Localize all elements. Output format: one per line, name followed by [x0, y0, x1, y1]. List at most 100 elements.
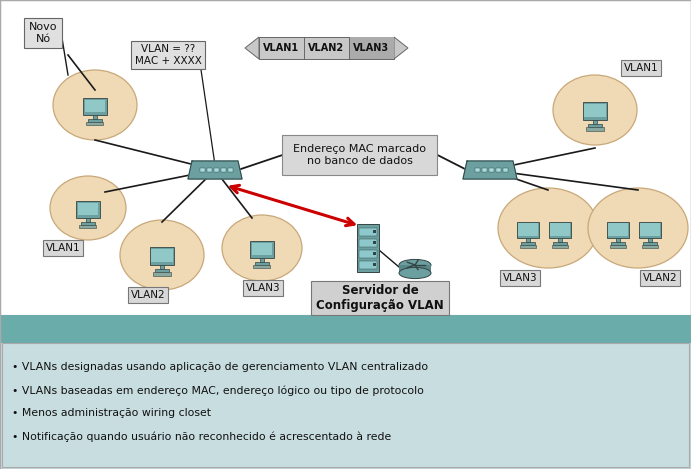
Bar	[642, 244, 659, 248]
Bar	[85, 100, 105, 113]
Bar	[0, 0, 691, 315]
Bar	[496, 168, 501, 172]
Bar	[221, 168, 226, 172]
Text: VLAN2: VLAN2	[643, 273, 677, 283]
Text: VLAN3: VLAN3	[353, 43, 389, 53]
Bar	[609, 244, 626, 248]
Bar	[150, 248, 174, 265]
Bar	[558, 238, 562, 242]
Bar	[586, 127, 604, 130]
Bar	[608, 223, 628, 235]
Bar	[228, 168, 233, 172]
Bar	[76, 201, 100, 218]
Polygon shape	[463, 161, 517, 179]
Text: • Menos administração wiring closet: • Menos administração wiring closet	[12, 408, 211, 418]
Bar	[503, 168, 508, 172]
Bar	[359, 250, 377, 258]
Text: VLAN1: VLAN1	[624, 63, 659, 73]
Bar	[155, 269, 169, 272]
Bar	[151, 249, 173, 262]
Bar	[200, 168, 205, 172]
Text: • VLANs designadas usando aplicação de gerenciamento VLAN centralizado: • VLANs designadas usando aplicação de g…	[12, 362, 428, 372]
Bar	[518, 223, 538, 235]
Ellipse shape	[53, 70, 137, 140]
Bar	[359, 228, 377, 236]
Bar	[552, 244, 568, 248]
Bar	[550, 223, 570, 235]
Bar	[638, 221, 661, 238]
Ellipse shape	[498, 188, 598, 268]
Bar	[83, 98, 107, 115]
Bar	[549, 221, 571, 238]
Ellipse shape	[553, 75, 637, 145]
Text: VLAN3: VLAN3	[246, 283, 281, 293]
Bar	[594, 120, 597, 124]
Text: VLAN3: VLAN3	[502, 273, 538, 283]
Bar	[516, 221, 540, 238]
Bar	[522, 242, 535, 244]
Polygon shape	[188, 161, 242, 179]
Bar	[252, 242, 272, 256]
Bar	[373, 241, 376, 244]
Text: Servidor de
Configuração VLAN: Servidor de Configuração VLAN	[316, 284, 444, 312]
Bar	[160, 265, 164, 269]
Text: VLAN2: VLAN2	[131, 290, 165, 300]
Bar	[475, 168, 480, 172]
Bar	[553, 242, 567, 244]
Bar	[311, 281, 449, 315]
Bar	[520, 244, 536, 248]
Bar	[583, 102, 607, 120]
Ellipse shape	[588, 188, 688, 268]
Ellipse shape	[120, 220, 204, 290]
Bar	[86, 218, 90, 222]
Text: VLAN2: VLAN2	[308, 43, 344, 53]
Bar	[255, 262, 269, 265]
Bar	[359, 239, 377, 247]
Bar	[250, 241, 274, 258]
Bar	[214, 168, 219, 172]
Bar	[2, 343, 689, 467]
Bar	[357, 224, 379, 272]
Ellipse shape	[222, 215, 302, 281]
Bar	[588, 124, 602, 127]
Bar	[78, 203, 98, 215]
Bar	[482, 168, 487, 172]
Text: • Notificação quando usuário não reconhecido é acrescentado à rede: • Notificação quando usuário não reconhe…	[12, 431, 391, 441]
Bar	[373, 263, 376, 266]
Bar	[349, 37, 394, 59]
Bar	[283, 135, 437, 175]
Bar	[489, 168, 494, 172]
Bar	[585, 104, 605, 117]
Bar	[399, 265, 431, 273]
Bar	[373, 252, 376, 255]
Bar	[86, 122, 104, 125]
Bar	[93, 115, 97, 119]
Bar	[0, 315, 691, 343]
Bar	[82, 222, 95, 225]
Bar	[643, 242, 656, 244]
Text: VLAN = ??
MAC + XXXX: VLAN = ?? MAC + XXXX	[135, 44, 202, 66]
Bar	[79, 225, 97, 228]
Text: • VLANs baseadas em endereço MAC, endereço lógico ou tipo de protocolo: • VLANs baseadas em endereço MAC, endere…	[12, 385, 424, 395]
Text: Endereço MAC marcado
no banco de dados: Endereço MAC marcado no banco de dados	[294, 144, 426, 166]
Text: VLAN1: VLAN1	[263, 43, 299, 53]
Bar	[88, 119, 102, 122]
Text: Novo
Nó: Novo Nó	[29, 22, 57, 44]
Text: VLAN1: VLAN1	[46, 243, 80, 253]
Bar	[612, 242, 625, 244]
Bar	[0, 343, 691, 469]
Bar	[373, 230, 376, 233]
Bar	[259, 37, 394, 59]
Ellipse shape	[50, 176, 126, 240]
Polygon shape	[245, 37, 259, 59]
Ellipse shape	[399, 259, 431, 271]
Bar	[359, 261, 377, 269]
Bar	[153, 272, 171, 276]
Bar	[640, 223, 660, 235]
Polygon shape	[394, 37, 408, 59]
Bar	[607, 221, 630, 238]
Bar	[261, 258, 264, 262]
Ellipse shape	[399, 267, 431, 279]
Bar	[527, 238, 529, 242]
Bar	[616, 238, 620, 242]
